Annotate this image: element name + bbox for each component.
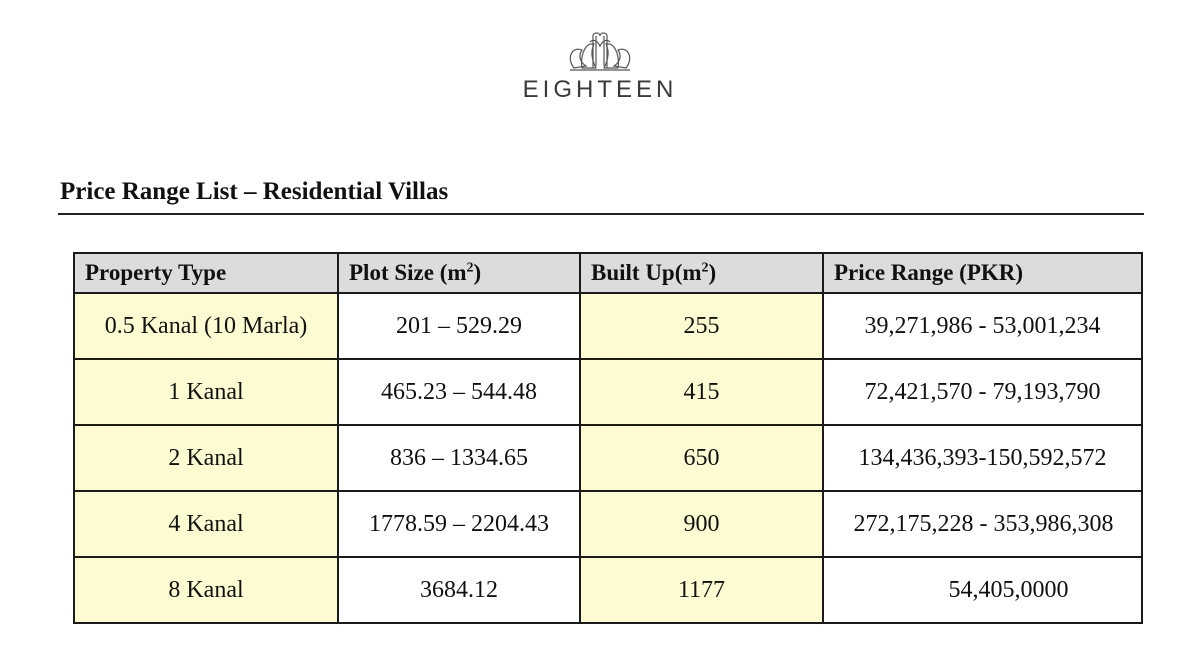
document-title: Price Range List – Residential Villas [60,178,449,205]
cell-built-up: 415 [579,358,824,426]
cell-built-up: 1177 [579,556,824,624]
table-row: 1 Kanal 465.23 – 544.48 415 72,421,570 -… [73,358,1143,426]
cell-plot-size: 836 – 1334.65 [337,424,581,492]
header-plot-size: Plot Size (m2) [337,252,581,294]
cell-price-range: 54,405,0000 [822,556,1143,624]
table-row: 2 Kanal 836 – 1334.65 650 134,436,393-15… [73,424,1143,492]
cell-plot-size: 201 – 529.29 [337,292,581,360]
cell-price-range: 39,271,986 - 53,001,234 [822,292,1143,360]
table-header-row: Property Type Plot Size (m2) Built Up(m2… [73,252,1143,294]
cell-property-type: 8 Kanal [73,556,339,624]
cell-built-up: 650 [579,424,824,492]
cell-plot-size: 1778.59 – 2204.43 [337,490,581,558]
brand-name: EIGHTEEN [522,76,678,103]
header-built-up: Built Up(m2) [579,252,824,294]
cell-price-range: 272,175,228 - 353,986,308 [822,490,1143,558]
header-price-range: Price Range (PKR) [822,252,1143,294]
price-range-table: Property Type Plot Size (m2) Built Up(m2… [73,252,1143,624]
cell-property-type: 1 Kanal [73,358,339,426]
table-row: 4 Kanal 1778.59 – 2204.43 900 272,175,22… [73,490,1143,558]
table-row: 0.5 Kanal (10 Marla) 201 – 529.29 255 39… [73,292,1143,360]
brand-logo: EIGHTEEN [0,28,1200,104]
title-divider [58,213,1144,215]
cell-built-up: 255 [579,292,824,360]
table-row: 8 Kanal 3684.12 1177 54,405,0000 [73,556,1143,624]
cell-property-type: 2 Kanal [73,424,339,492]
cell-built-up: 900 [579,490,824,558]
cell-property-type: 4 Kanal [73,490,339,558]
cell-plot-size: 465.23 – 544.48 [337,358,581,426]
eighteen-floral-emblem-icon [569,32,631,71]
header-property-type: Property Type [73,252,339,294]
cell-plot-size: 3684.12 [337,556,581,624]
cell-price-range: 134,436,393-150,592,572 [822,424,1143,492]
cell-property-type: 0.5 Kanal (10 Marla) [73,292,339,360]
cell-price-range: 72,421,570 - 79,193,790 [822,358,1143,426]
